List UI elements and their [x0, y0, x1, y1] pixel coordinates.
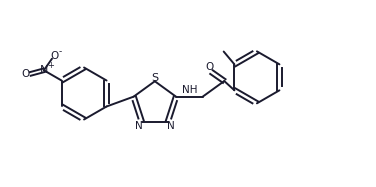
Text: N: N	[40, 65, 48, 75]
Text: N: N	[135, 121, 143, 131]
Text: O: O	[51, 51, 59, 61]
Text: O: O	[206, 62, 214, 72]
Text: O: O	[21, 69, 30, 79]
Text: S: S	[151, 73, 158, 82]
Text: +: +	[47, 61, 54, 70]
Text: N: N	[167, 121, 174, 131]
Text: NH: NH	[182, 85, 197, 95]
Text: -: -	[59, 47, 62, 56]
